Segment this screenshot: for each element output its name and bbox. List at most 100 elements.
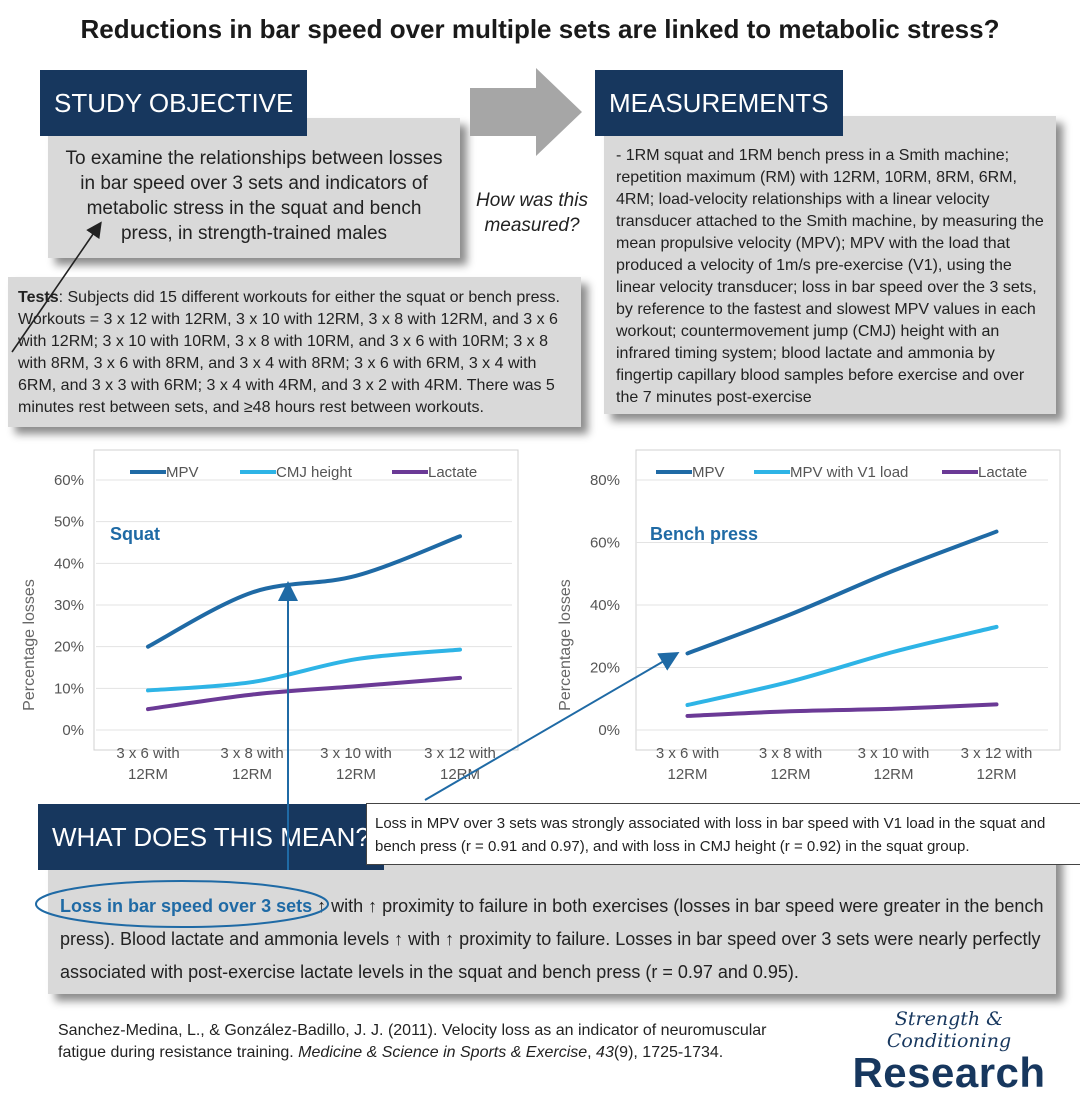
y-tick-label: 30% xyxy=(54,597,84,614)
x-tick-label: 3 x 10 with xyxy=(320,745,392,762)
data-point xyxy=(354,657,358,661)
series-line xyxy=(146,675,462,712)
tests-label: Tests xyxy=(18,289,59,306)
y-axis-label: Percentage losses xyxy=(21,579,38,711)
y-tick-label: 60% xyxy=(54,472,84,489)
chart-panel xyxy=(93,449,519,751)
arrow-right-icon xyxy=(470,68,582,156)
x-tick-label: 12RM xyxy=(873,766,913,783)
x-tick-label: 12RM xyxy=(770,766,810,783)
x-tick-label: 3 x 12 with xyxy=(961,745,1033,762)
meaning-header: WHAT DOES THIS MEAN? xyxy=(38,804,384,870)
series-line xyxy=(685,702,999,718)
data-point xyxy=(892,707,895,711)
legend-label: CMJ height xyxy=(276,464,353,481)
x-tick-label: 12RM xyxy=(976,766,1016,783)
y-tick-label: 0% xyxy=(598,722,620,739)
legend-label: MPV with V1 load xyxy=(790,464,908,481)
measurements-panel: - 1RM squat and 1RM bench press in a Smi… xyxy=(604,116,1056,414)
tests-text: Tests: Subjects did 15 different workout… xyxy=(8,277,581,419)
meaning-panel: Loss in bar speed over 3 sets ↑ with ↑ p… xyxy=(48,850,1056,994)
objective-header: STUDY OBJECTIVE xyxy=(40,70,308,136)
meaning-callout: Loss in MPV over 3 sets was strongly ass… xyxy=(366,803,1080,865)
squat-chart: 0% 10% 20% 30% 40% 50% 60% 3 x 6 with 12RM 3 x 8 … xyxy=(21,449,519,783)
y-tick-label: 0% xyxy=(62,722,84,739)
series-line xyxy=(685,624,999,707)
y-tick-label: 40% xyxy=(54,555,84,572)
x-tick-label: 12RM xyxy=(232,766,272,783)
y-tick-label: 80% xyxy=(590,472,620,489)
x-tick-label: 12RM xyxy=(440,766,480,783)
legend-label: Lactate xyxy=(428,464,477,481)
y-tick-label: 40% xyxy=(590,597,620,614)
objective-text: To examine the relationships between los… xyxy=(65,148,443,244)
y-tick-label: 60% xyxy=(590,535,620,552)
data-point xyxy=(146,645,150,649)
logo-main: Research xyxy=(852,1049,1046,1096)
reference-journal: Medicine & Science in Sports & Exercise xyxy=(298,1044,588,1061)
data-point xyxy=(354,574,358,578)
meaning-body: ↑ with ↑ proximity to failure in both ex… xyxy=(60,896,1044,982)
series-line xyxy=(685,529,999,656)
logo-script: Strength & Conditioning xyxy=(886,1008,1012,1052)
meaning-text: Loss in bar speed over 3 sets ↑ with ↑ p… xyxy=(48,850,1056,989)
data-point xyxy=(892,650,895,654)
x-tick-label: 3 x 10 with xyxy=(858,745,930,762)
x-tick-label: 3 x 12 with xyxy=(424,745,496,762)
data-point xyxy=(686,703,689,707)
x-tick-label: 3 x 6 with xyxy=(116,745,179,762)
series-line xyxy=(146,534,462,649)
legend-label: Lactate xyxy=(978,464,1027,481)
x-tick-label: 12RM xyxy=(128,766,168,783)
data-point xyxy=(458,676,462,680)
reference-volume: 43 xyxy=(596,1044,614,1061)
data-point xyxy=(250,680,254,684)
series-line xyxy=(146,647,462,693)
tests-panel: Tests: Subjects did 15 different workout… xyxy=(8,277,581,427)
x-tick-label: 3 x 6 with xyxy=(656,745,719,762)
data-point xyxy=(789,680,792,684)
charts-area: 0% 10% 20% 30% 40% 50% 60% 3 x 6 with 12RM 3 x 8 … xyxy=(21,449,1061,783)
data-point xyxy=(354,684,358,688)
reference: Sanchez-Medina, L., & González-Badillo, … xyxy=(58,1020,798,1064)
y-axis-label: Percentage losses xyxy=(557,579,574,711)
objective-panel: To examine the relationships between los… xyxy=(48,118,460,258)
x-tick-label: 12RM xyxy=(336,766,376,783)
chart-label: Squat xyxy=(110,524,160,544)
data-point xyxy=(686,651,689,655)
legend-label: MPV xyxy=(166,464,199,481)
measurement-question: How was this measured? xyxy=(476,190,588,236)
data-point xyxy=(146,688,150,692)
y-tick-label: 10% xyxy=(54,680,84,697)
data-point xyxy=(250,693,254,697)
measurements-header: MEASUREMENTS xyxy=(595,70,843,136)
data-point xyxy=(789,709,792,713)
logo: Strength & Conditioning Research xyxy=(836,1008,1062,1094)
measurements-text: - 1RM squat and 1RM bench press in a Smi… xyxy=(616,147,1044,406)
data-point xyxy=(995,530,998,534)
data-point xyxy=(789,612,792,616)
data-point xyxy=(458,534,462,538)
page-title: Reductions in bar speed over multiple se… xyxy=(80,14,1000,44)
data-point xyxy=(995,702,998,706)
y-tick-label: 20% xyxy=(54,639,84,656)
bench-press-chart: 0% 20% 40% 60% 80% 3 x 6 with 12RM 3 x 8 with 12… xyxy=(557,449,1061,783)
chart-label: Bench press xyxy=(650,524,758,544)
reference-sep: , xyxy=(587,1044,597,1061)
reference-rest: (9), 1725-1734. xyxy=(613,1044,724,1061)
data-point xyxy=(995,625,998,629)
data-point xyxy=(892,569,895,573)
x-tick-label: 12RM xyxy=(667,766,707,783)
data-point xyxy=(686,714,689,718)
legend-label: MPV xyxy=(692,464,725,481)
reference-authors: Sanchez-Medina, L., & González-Badillo, … xyxy=(58,1022,767,1061)
tests-body: : Subjects did 15 different workouts for… xyxy=(18,289,560,416)
data-point xyxy=(250,591,254,594)
x-tick-label: 3 x 8 with xyxy=(759,745,822,762)
data-point xyxy=(146,707,150,711)
y-tick-label: 20% xyxy=(590,660,620,677)
meaning-highlight: Loss in bar speed over 3 sets xyxy=(60,896,313,916)
data-point xyxy=(458,648,462,652)
x-tick-label: 3 x 8 with xyxy=(220,745,283,762)
y-tick-label: 50% xyxy=(54,514,84,531)
